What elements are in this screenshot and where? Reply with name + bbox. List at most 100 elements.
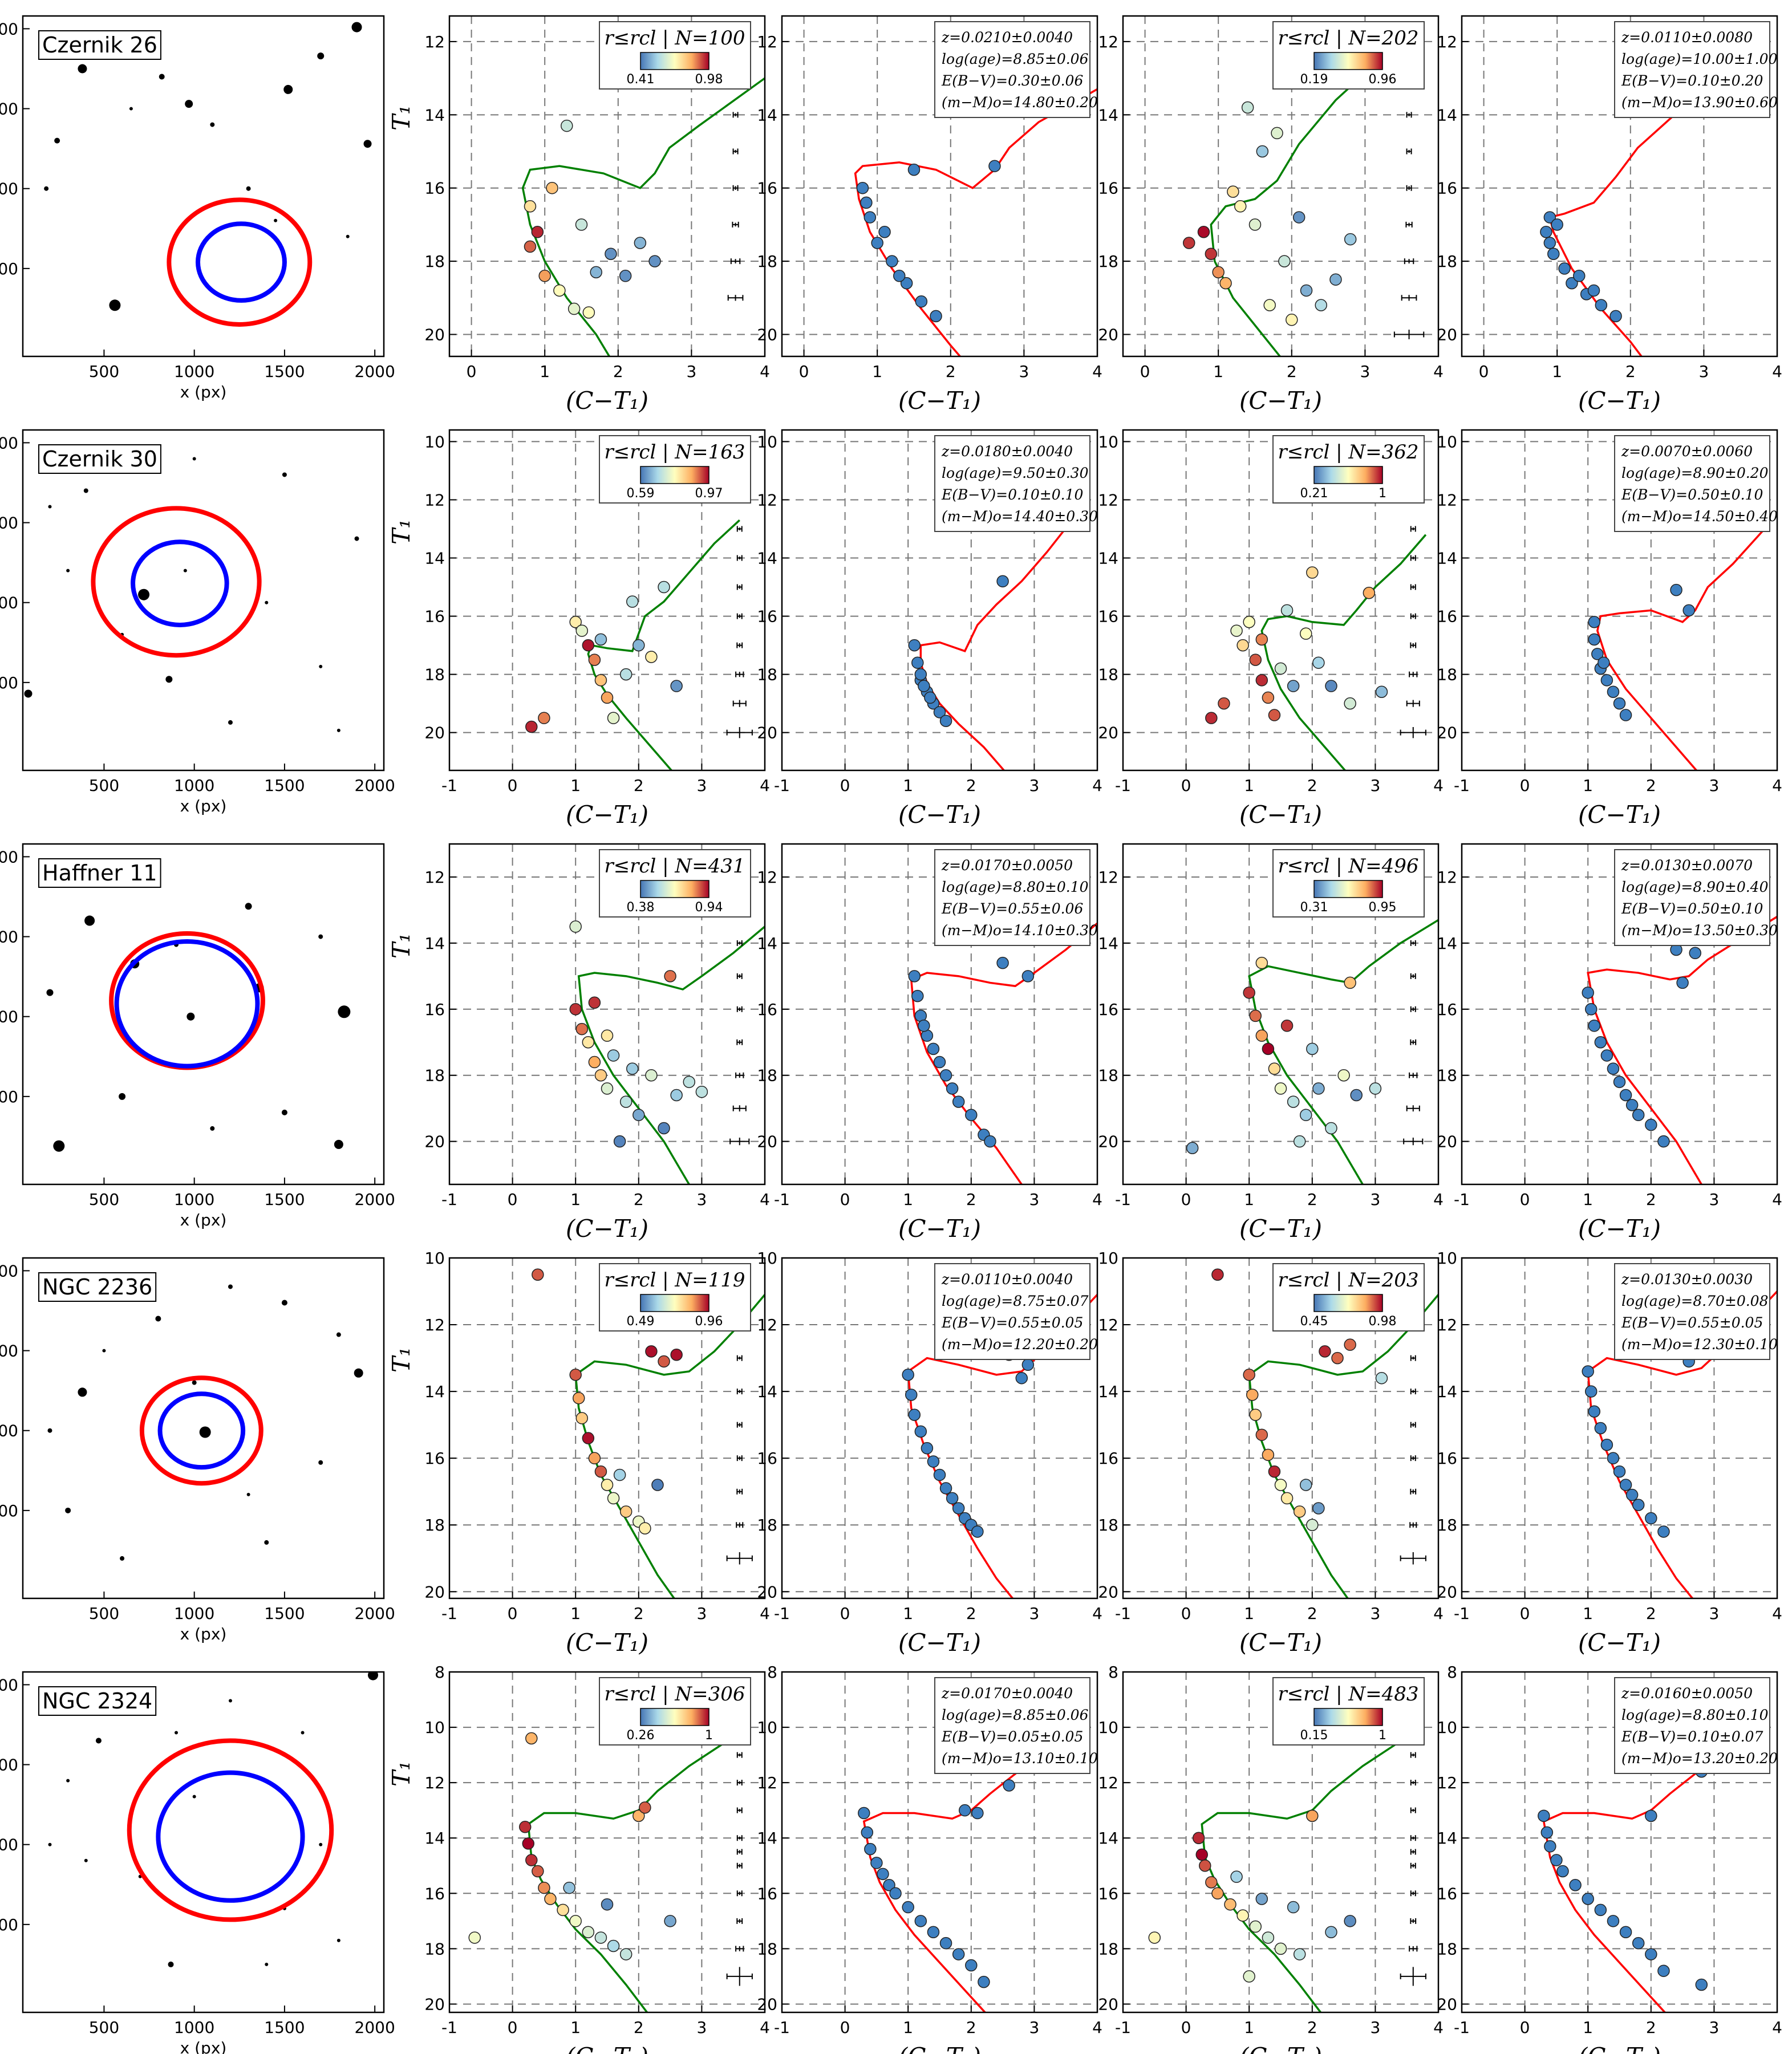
x-axis-label: x (px): [180, 1625, 227, 1643]
fit-parameter: (m−M)o=14.40±0.30: [942, 508, 1098, 525]
star-point: [1325, 1926, 1337, 1938]
fit-box: [934, 1263, 1090, 1360]
y-tick-label: 16: [757, 1449, 777, 1468]
y-tick-label: 18: [1437, 665, 1457, 684]
plot-area: [1123, 844, 1438, 1184]
star-point: [607, 1049, 620, 1062]
error-bar: [736, 1752, 743, 1758]
error-bar: [736, 1006, 743, 1012]
star-point: [575, 1412, 589, 1424]
star: [78, 1387, 87, 1397]
y-tick-label: 10: [1437, 432, 1457, 451]
star-point: [1325, 1122, 1337, 1135]
star-point: [1566, 277, 1578, 290]
error-bar: [736, 1862, 743, 1869]
star-point: [601, 1082, 614, 1095]
colorbar-min: 0.41: [627, 72, 655, 87]
x-tick-label: -1: [1454, 1190, 1470, 1209]
x-tick-label: 4: [1092, 776, 1102, 795]
star-point: [658, 1122, 670, 1135]
star-point: [1657, 1964, 1670, 1977]
star-point: [1263, 299, 1276, 311]
x-tick-label: 1: [1583, 776, 1593, 795]
x-tick-label: -1: [441, 1190, 457, 1209]
x-tick-label: 2: [966, 2018, 976, 2037]
error-bar: [1410, 1455, 1416, 1462]
star-point: [1287, 680, 1300, 692]
star-point: [946, 1082, 959, 1095]
fit-parameter: E(B−V)=0.10±0.07: [1621, 1728, 1763, 1745]
star: [351, 22, 362, 33]
y-tick-label: 18: [424, 1066, 445, 1085]
star: [175, 1731, 179, 1735]
star-point: [1595, 299, 1608, 311]
star-point: [1227, 185, 1239, 198]
star-point: [1375, 685, 1388, 698]
star-point: [525, 720, 538, 733]
x-axis-label: (C−T₁): [1578, 801, 1661, 829]
colorbar: [640, 52, 709, 70]
x-tick-label: 4: [1772, 362, 1782, 381]
x-tick-label: 1000: [174, 362, 214, 381]
x-tick-label: 500: [89, 1604, 119, 1623]
star-point: [1588, 1020, 1601, 1032]
star: [301, 1731, 305, 1735]
y-tick-label: 14: [1437, 1382, 1457, 1401]
colorbar-min: 0.21: [1300, 486, 1328, 501]
star-point: [939, 715, 952, 728]
star-point: [1613, 1075, 1626, 1089]
error-bar: [1410, 1849, 1416, 1855]
x-tick-label: 2000: [355, 1604, 395, 1623]
x-tick-label: 3: [696, 1604, 707, 1623]
x-tick-label: 1500: [264, 776, 305, 795]
y-tick-label: 16: [1437, 1884, 1457, 1903]
x-tick-label: 1: [540, 362, 550, 381]
y-tick-label: 10: [757, 432, 777, 451]
x-tick-label: -1: [441, 776, 457, 795]
star: [183, 569, 187, 573]
star-point: [1195, 1848, 1208, 1861]
star-point: [907, 163, 921, 176]
star-point: [1550, 1854, 1563, 1866]
y-tick-label: 16: [424, 179, 445, 198]
star-point: [645, 1069, 658, 1082]
star-point: [1344, 233, 1357, 246]
y-tick-label: 14: [424, 1382, 445, 1401]
star-point: [965, 1959, 978, 1972]
star-point: [1230, 624, 1243, 637]
x-tick-label: 4: [1433, 2018, 1444, 2037]
star-point: [1558, 262, 1571, 275]
error-bar: [1409, 1072, 1418, 1078]
star-point: [1306, 1519, 1319, 1531]
star-point: [1293, 1948, 1306, 1960]
star-point: [1582, 1365, 1594, 1378]
error-bar: [1410, 526, 1416, 532]
x-tick-label: 4: [760, 1190, 770, 1209]
error-bar: [729, 1138, 750, 1146]
star-point: [575, 624, 589, 637]
x-tick-label: -1: [441, 2018, 457, 2037]
fit-parameter: log(age)=8.85±0.06: [942, 51, 1089, 67]
star-point: [633, 1809, 645, 1822]
star-point: [1319, 1345, 1331, 1358]
star: [185, 100, 193, 108]
star: [46, 989, 54, 996]
colorbar-max: 1: [1379, 1728, 1386, 1743]
x-tick-label: 3: [1709, 2018, 1719, 2037]
error-bar: [736, 1389, 743, 1395]
star-point: [1613, 1465, 1626, 1478]
star-point: [1148, 1931, 1161, 1944]
star-point: [996, 956, 1009, 969]
x-tick-label: -1: [1454, 2018, 1470, 2037]
plot-frame: [1461, 843, 1778, 1186]
star-point: [1375, 1371, 1388, 1385]
y-tick-label: 12: [1437, 1316, 1457, 1334]
isochrone: [587, 519, 740, 770]
error-bar: [736, 1807, 743, 1813]
plot-frame: [22, 1257, 385, 1600]
x-axis-label: (C−T₁): [1239, 801, 1322, 829]
star: [192, 1795, 196, 1799]
